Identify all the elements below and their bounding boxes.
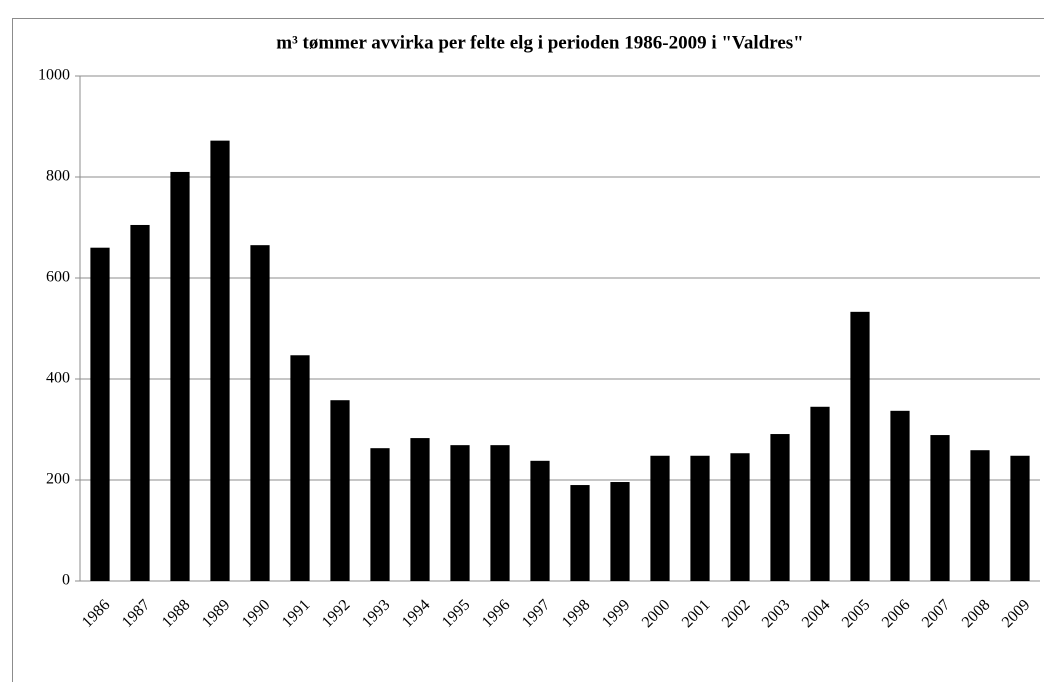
chart-frame (12, 18, 1044, 682)
bar (570, 485, 590, 581)
x-tick-label: 2006 (879, 596, 914, 631)
bar (330, 400, 350, 581)
bar (730, 453, 750, 581)
x-tick-label: 2000 (639, 596, 674, 631)
bar (850, 311, 870, 581)
x-tick-label: 1991 (279, 596, 314, 631)
bar (170, 171, 190, 581)
bar (490, 445, 510, 581)
chart-title: m³ tømmer avvirka per felte elg i period… (276, 32, 803, 53)
x-tick-label: 1989 (199, 596, 234, 631)
x-tick-label: 2005 (839, 596, 874, 631)
x-tick-label: 2002 (719, 596, 754, 631)
bar (250, 245, 270, 582)
x-tick-label: 1997 (519, 596, 554, 631)
x-tick-label: 1990 (239, 596, 274, 631)
x-tick-label: 2003 (759, 596, 794, 631)
x-tick-label: 2009 (999, 596, 1034, 631)
bar (210, 140, 230, 581)
x-tick-label: 1986 (79, 596, 114, 631)
x-tick-label: 1996 (479, 596, 514, 631)
bar (810, 406, 830, 581)
bar (290, 355, 310, 581)
x-tick-label: 2001 (679, 596, 714, 631)
x-tick-label: 2008 (959, 596, 994, 631)
x-tick-label: 1987 (119, 596, 154, 631)
y-tick-label: 1000 (38, 67, 70, 84)
bar (370, 448, 390, 581)
bar (890, 410, 910, 581)
x-tick-label: 1995 (439, 596, 474, 631)
bar (970, 450, 990, 581)
bar (530, 460, 550, 581)
bar (90, 247, 110, 581)
bar (130, 224, 150, 581)
x-tick-label: 2007 (919, 596, 954, 631)
bar (650, 455, 670, 581)
x-tick-label: 1994 (399, 596, 434, 631)
x-tick-label: 1993 (359, 596, 394, 631)
y-tick-label: 0 (62, 572, 70, 589)
y-tick-label: 600 (46, 269, 70, 286)
bar (1010, 455, 1030, 581)
x-tick-label: 1999 (599, 596, 634, 631)
y-tick-label: 800 (46, 168, 70, 185)
x-tick-label: 1998 (559, 596, 594, 631)
y-tick-label: 400 (46, 370, 70, 387)
x-tick-label: 1988 (159, 596, 194, 631)
bar (690, 455, 710, 581)
x-tick-label: 1992 (319, 596, 354, 631)
bar (610, 482, 630, 581)
bar (410, 438, 430, 581)
bar (450, 445, 470, 581)
bar (930, 435, 950, 581)
x-tick-label: 2004 (799, 596, 834, 631)
y-tick-label: 200 (46, 471, 70, 488)
bar (770, 434, 790, 581)
